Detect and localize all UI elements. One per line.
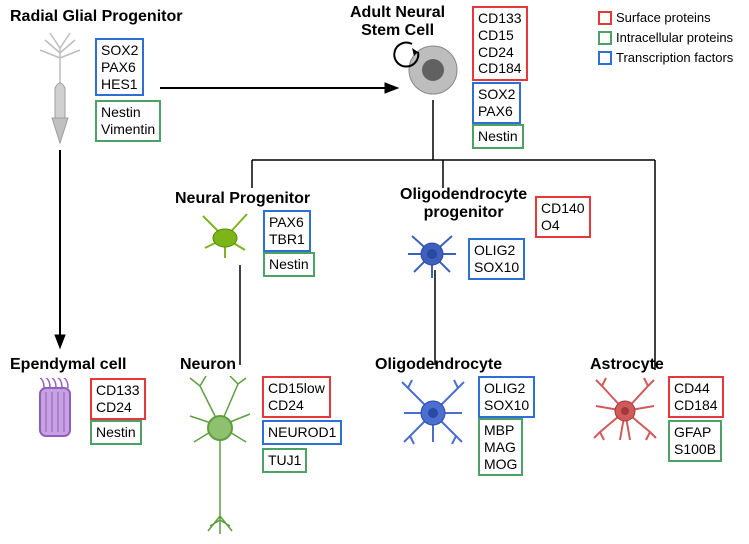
ependymal-title: Ependymal cell	[10, 356, 127, 374]
legend-surface-label: Surface proteins	[616, 10, 711, 25]
oligo-tf-box: OLIG2 SOX10	[478, 376, 535, 418]
rgp-tf-box: SOX2 PAX6 HES1	[95, 38, 144, 96]
neuron-title: Neuron	[180, 356, 236, 374]
legend-swatch-surface	[598, 11, 612, 25]
np-title: Neural Progenitor	[175, 190, 310, 208]
opc-tf-box: OLIG2 SOX10	[468, 238, 525, 280]
legend-tf: Transcription factors	[598, 50, 733, 65]
neuron-surface-box: CD15low CD24	[262, 376, 331, 418]
neuron-cell-icon	[180, 376, 260, 536]
oligo-title: Oligodendrocyte	[375, 356, 502, 374]
neuron-tf-box: NEUROD1	[262, 420, 342, 445]
ependymal-surface-box: CD133 CD24	[90, 378, 146, 420]
astro-intra-box: GFAP S100B	[668, 420, 722, 462]
astro-title: Astrocyte	[590, 356, 664, 374]
rgp-title: Radial Glial Progenitor	[10, 8, 182, 26]
opc-cell-icon	[402, 226, 462, 281]
opc-surface-box: CD140 O4	[535, 196, 591, 238]
legend-intracellular-label: Intracellular proteins	[616, 30, 733, 45]
legend-surface: Surface proteins	[598, 10, 711, 25]
neuron-intra-box: TUJ1	[262, 448, 307, 473]
ependymal-intra-box: Nestin	[90, 420, 142, 445]
arrow-rgp-ependymal	[52, 150, 72, 350]
oligo-intra-box: MBP MAG MOG	[478, 418, 523, 476]
ansc-title: Adult Neural Stem Cell	[350, 4, 445, 40]
rgp-intra-box: Nestin Vimentin	[95, 100, 161, 142]
np-tf-box: PAX6 TBR1	[263, 210, 311, 252]
ansc-surface-box: CD133 CD15 CD24 CD184	[472, 6, 528, 81]
astro-cell-icon	[590, 376, 660, 446]
legend-swatch-tf	[598, 51, 612, 65]
legend-tf-label: Transcription factors	[616, 50, 733, 65]
ansc-self-loop-icon	[392, 38, 422, 68]
np-intra-box: Nestin	[263, 252, 315, 277]
astro-surface-box: CD44 CD184	[668, 376, 724, 418]
legend-swatch-intracellular	[598, 31, 612, 45]
oligo-cell-icon	[398, 378, 468, 448]
legend-intracellular: Intracellular proteins	[598, 30, 733, 45]
arrow-rgp-ansc	[160, 80, 400, 100]
ependymal-cell-icon	[30, 378, 85, 448]
rgp-cell-icon	[30, 28, 90, 148]
np-cell-icon	[195, 208, 255, 263]
opc-title: Oligodendrocyte progenitor	[400, 186, 527, 222]
